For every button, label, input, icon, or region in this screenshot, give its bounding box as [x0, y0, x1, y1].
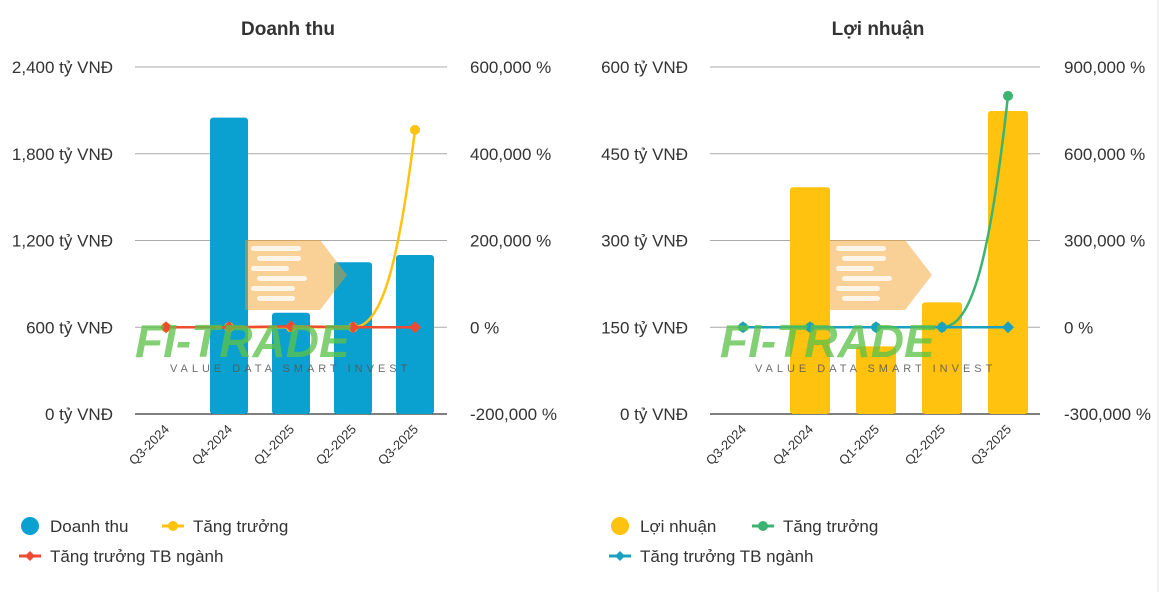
right-axis-tick: 600,000 %: [470, 58, 551, 77]
line-point: [285, 320, 297, 333]
legend-label: Tăng trưởng: [193, 517, 288, 536]
watermark-tagline: VALUE DATA SMART INVEST: [755, 363, 996, 375]
x-axis-tick: Q3-2024: [126, 422, 172, 468]
watermark-stripe: [251, 246, 301, 251]
legend-marker: [611, 517, 629, 535]
right-axis-tick: 0 %: [1064, 318, 1093, 337]
legend-label: Tăng trưởng: [783, 517, 878, 536]
line-point: [804, 321, 816, 334]
line-point: [936, 321, 948, 334]
legend-marker: [168, 521, 178, 531]
watermark-stripe: [842, 296, 880, 301]
bar: [396, 254, 434, 414]
chart-title: Doanh thu: [241, 19, 335, 40]
left-axis-tick: 300 tỷ VNĐ: [601, 232, 688, 251]
legend-marker: [615, 551, 625, 561]
line-point: [347, 321, 359, 334]
right-axis-tick: 200,000 %: [470, 232, 551, 251]
bar: [272, 312, 310, 414]
watermark-stripe: [836, 246, 886, 251]
left-axis-tick: 1,200 tỷ VNĐ: [12, 232, 113, 251]
line-point: [223, 321, 235, 334]
left-axis-tick: 150 tỷ VNĐ: [601, 318, 688, 337]
watermark-stripe: [251, 266, 289, 271]
legend-label: Tăng trưởng TB ngành: [640, 547, 813, 566]
line-point: [409, 321, 421, 334]
x-axis-tick: Q3-2025: [968, 422, 1014, 468]
right-axis-tick: 900,000 %: [1064, 58, 1145, 77]
watermark-stripe: [836, 286, 880, 291]
watermark-stripe: [257, 296, 295, 301]
legend-marker: [25, 551, 35, 561]
x-axis-tick: Q3-2024: [703, 422, 749, 468]
x-axis-tick: Q3-2025: [375, 422, 421, 468]
watermark-stripe: [836, 266, 874, 271]
line-point: [410, 124, 420, 135]
line-point: [1003, 90, 1013, 101]
legend-label: Lợi nhuận: [640, 517, 716, 536]
line-point: [160, 321, 172, 334]
bar: [334, 262, 372, 414]
watermark-tagline: VALUE DATA SMART INVEST: [170, 363, 411, 375]
x-axis-tick: Q2-2025: [313, 422, 359, 468]
x-axis-tick: Q4-2024: [770, 422, 816, 468]
bar: [922, 302, 962, 414]
right-axis-tick: 600,000 %: [1064, 145, 1145, 164]
legend: Lợi nhuận Tăng trưởng Tăng trưởng TB ngành: [609, 517, 878, 566]
right-axis-tick: -300,000 %: [1064, 405, 1151, 424]
left-axis-tick: 450 tỷ VNĐ: [601, 145, 688, 164]
left-axis-tick: 0 tỷ VNĐ: [620, 405, 688, 424]
legend-marker: [21, 517, 39, 535]
legend-label: Doanh thu: [50, 517, 128, 536]
x-axis-tick: Q1-2025: [836, 422, 882, 468]
left-axis-tick: 2,400 tỷ VNĐ: [12, 58, 113, 77]
legend-marker: [758, 521, 768, 531]
legend: Doanh thu Tăng trưởng Tăng trưởng TB ngành: [19, 517, 288, 566]
right-axis-tick: 400,000 %: [470, 145, 551, 164]
x-axis-tick: Q2-2025: [902, 422, 948, 468]
watermark-stripe: [257, 276, 307, 281]
line-point: [1002, 321, 1014, 334]
watermark-stripe: [251, 286, 295, 291]
right-axis-tick: 0 %: [470, 318, 499, 337]
legend-label: Tăng trưởng TB ngành: [50, 547, 223, 566]
line-point: [870, 321, 882, 334]
x-axis-tick: Q4-2024: [189, 422, 235, 468]
left-axis-tick: 600 tỷ VNĐ: [26, 318, 113, 337]
line-point: [737, 321, 749, 334]
watermark-stripe: [842, 256, 886, 261]
watermark-brand: FI-TRADE: [720, 315, 936, 367]
watermark-stripe: [257, 256, 301, 261]
left-axis-tick: 1,800 tỷ VNĐ: [12, 145, 113, 164]
watermark-stripe: [842, 276, 892, 281]
x-axis-tick: Q1-2025: [251, 422, 297, 468]
bar: [210, 117, 248, 415]
left-axis-tick: 600 tỷ VNĐ: [601, 58, 688, 77]
right-axis-tick: 300,000 %: [1064, 232, 1145, 251]
bar: [790, 187, 830, 414]
chart-title: Lợi nhuận: [832, 19, 925, 40]
right-axis-tick: -200,000 %: [470, 405, 557, 424]
bar: [856, 346, 896, 414]
bar: [988, 110, 1028, 414]
left-axis-tick: 0 tỷ VNĐ: [45, 405, 113, 424]
watermark-brand: FI-TRADE: [135, 315, 351, 367]
